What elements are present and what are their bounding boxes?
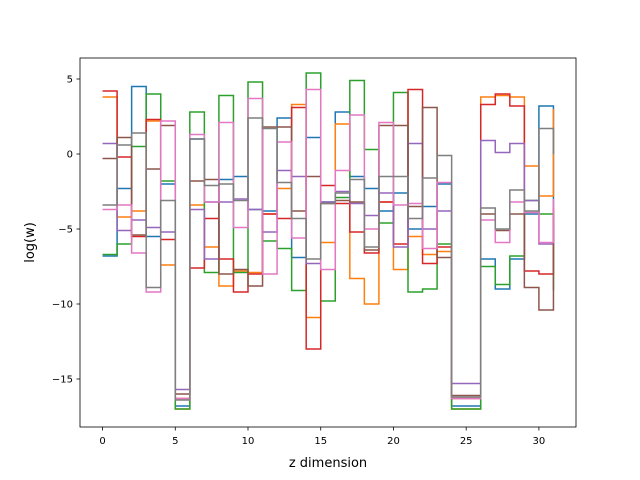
x-tick-label: 25 xyxy=(460,436,473,447)
y-tick-label: −15 xyxy=(52,375,73,386)
x-axis: 0 5 10 15 20 25 30 xyxy=(99,427,545,447)
x-tick-label: 20 xyxy=(387,436,400,447)
x-tick-label: 5 xyxy=(172,436,178,447)
x-tick-label: 15 xyxy=(314,436,327,447)
y-tick-label: −5 xyxy=(58,225,73,236)
y-tick-label: −10 xyxy=(52,300,73,311)
y-axis: −15 −10 −5 0 5 xyxy=(52,75,80,386)
series-line-5 xyxy=(102,139,555,391)
y-axis-label: log(w) xyxy=(23,222,38,263)
x-axis-label: z dimension xyxy=(289,456,367,471)
x-tick-label: 10 xyxy=(242,436,255,447)
series-line-8 xyxy=(102,117,555,401)
x-tick-label: 0 xyxy=(99,436,105,447)
plot-frame xyxy=(79,57,577,428)
y-tick-label: 5 xyxy=(67,75,73,86)
x-tick-label: 30 xyxy=(533,436,546,447)
series-layer xyxy=(102,72,555,410)
y-tick-label: 0 xyxy=(67,150,73,161)
